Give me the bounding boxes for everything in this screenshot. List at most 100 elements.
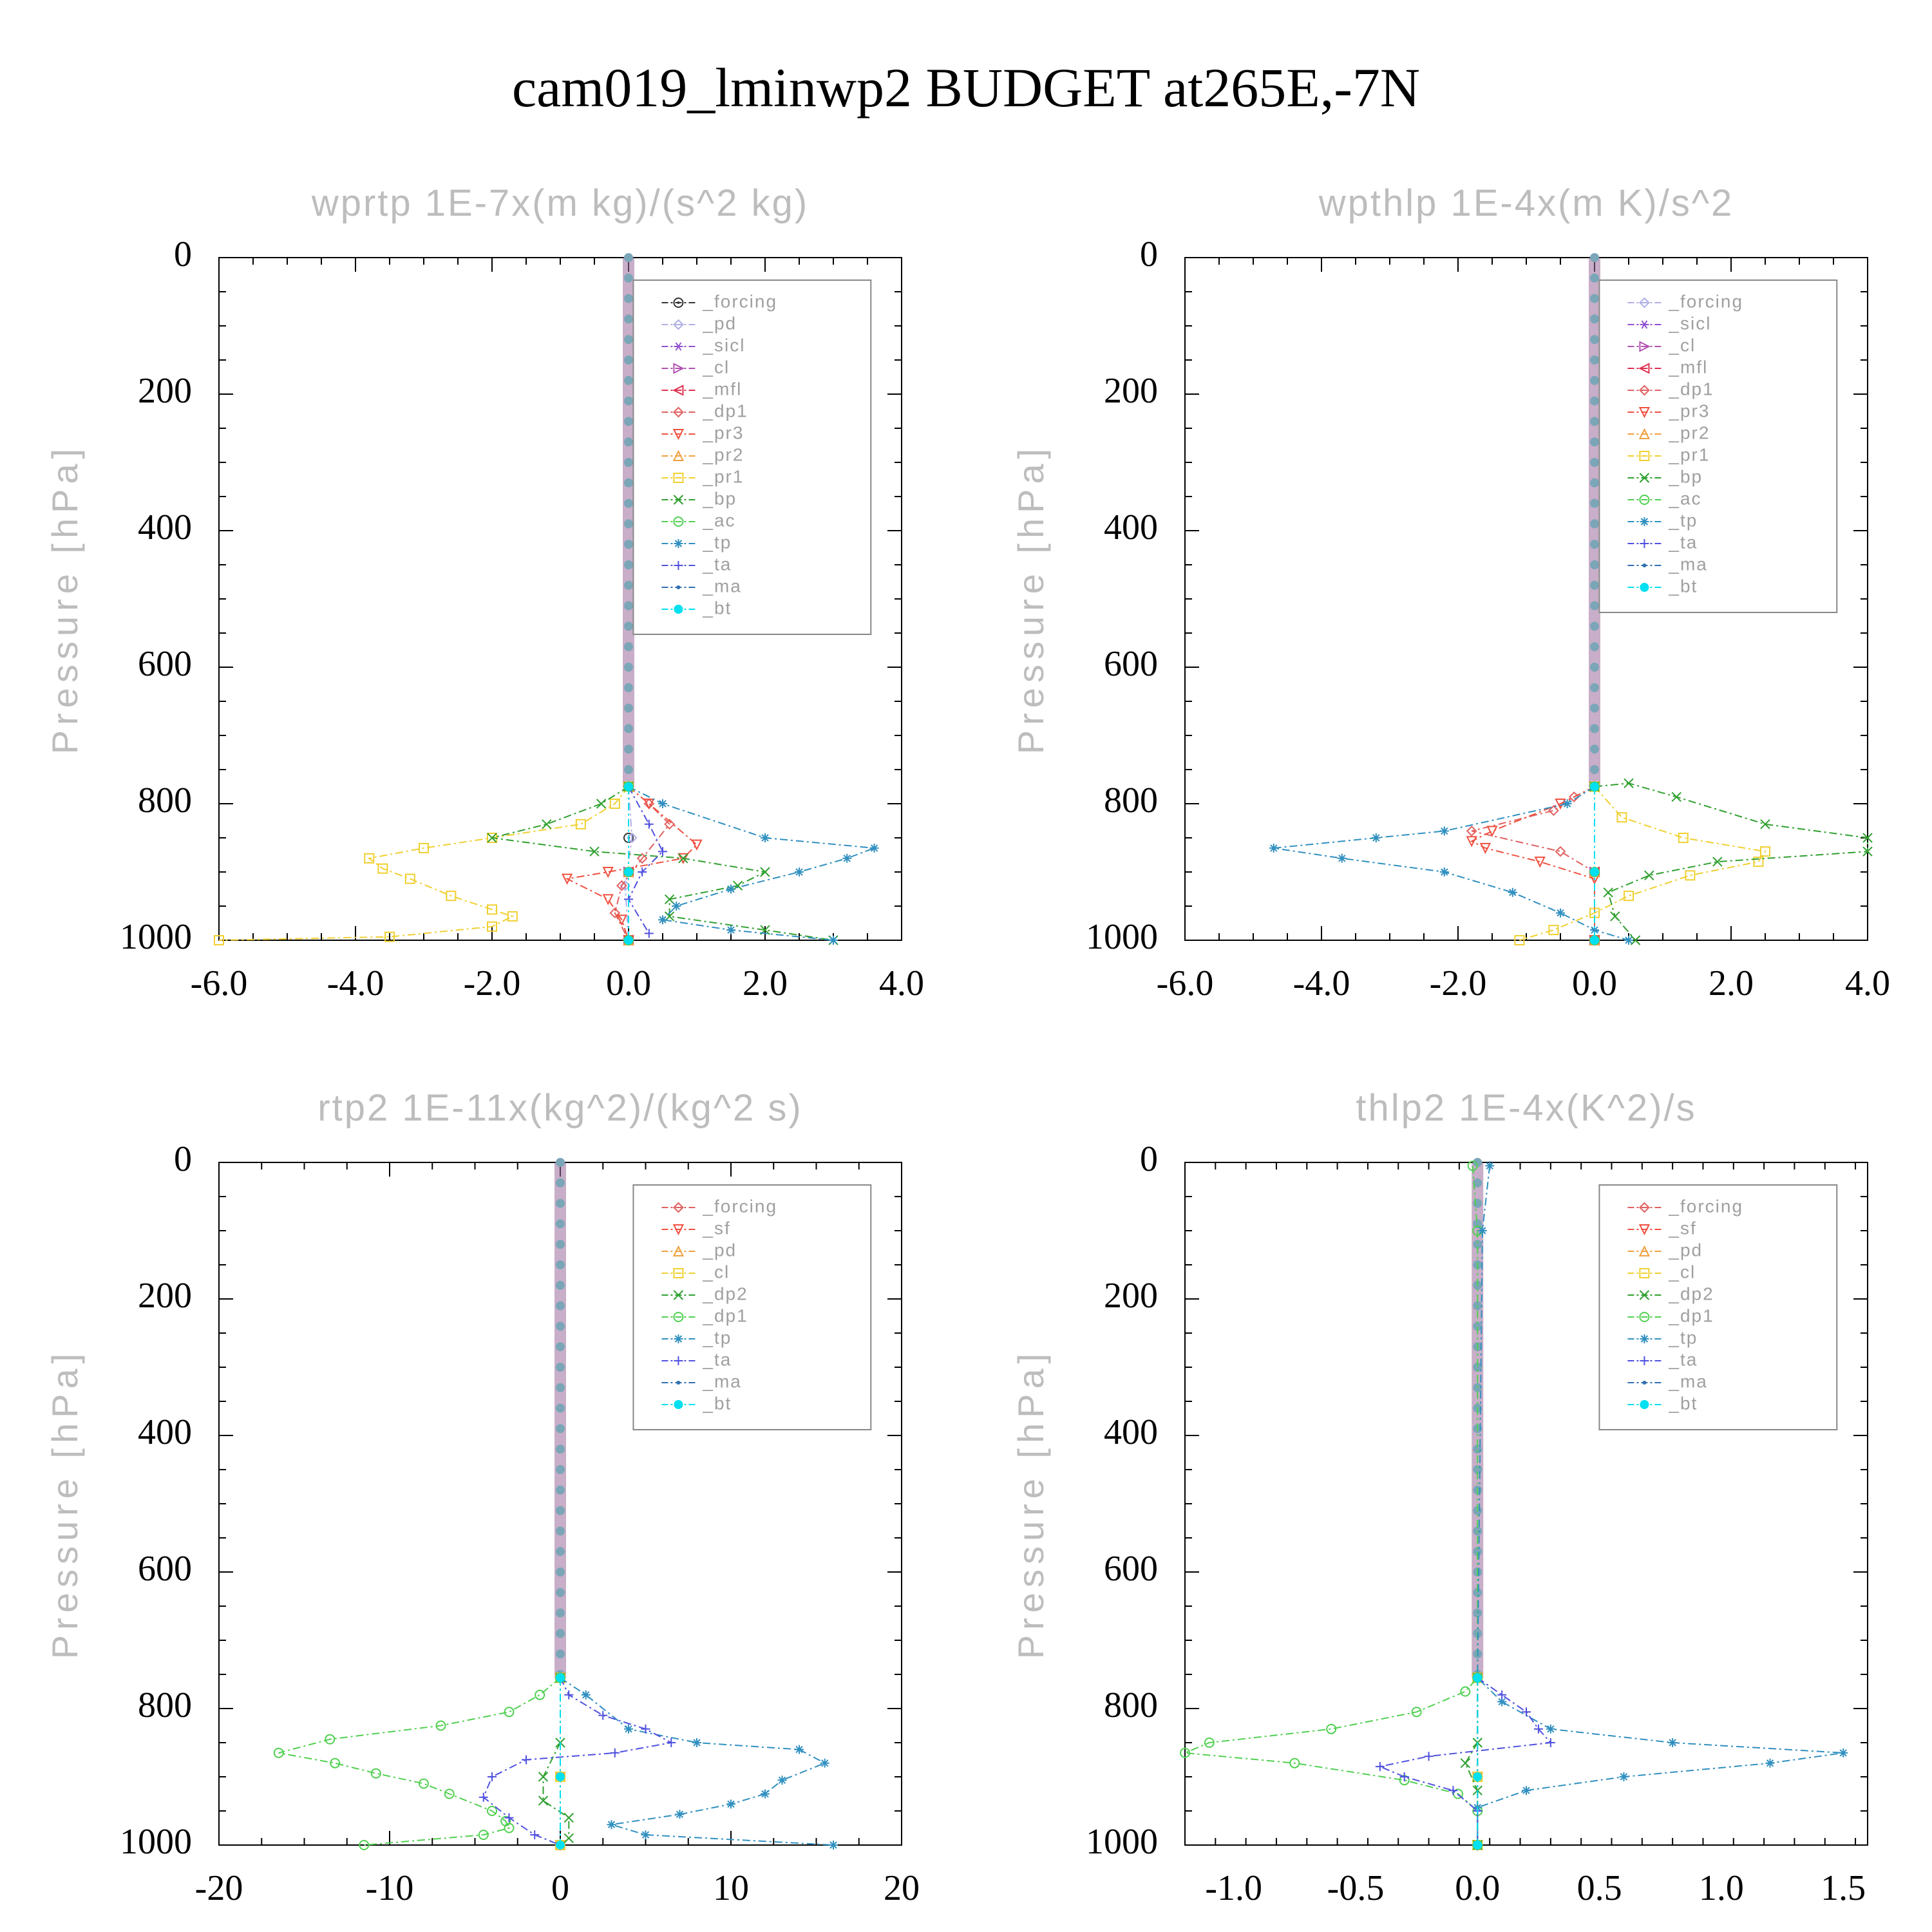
zero-column-marker [1590,703,1599,713]
series-marker [602,894,614,905]
zero-column-marker [1590,663,1599,672]
series-marker [504,1813,514,1823]
legend-marker [674,1400,683,1409]
zero-column-marker [624,663,633,672]
legend-label: _tp [1668,510,1698,530]
zero-column-marker [1473,1587,1482,1597]
y-axis-label: Pressure [hPa] [1010,1349,1051,1659]
series-marker [487,904,497,915]
legend-label: _mfl [702,379,742,399]
series-marker [214,935,224,945]
legend-box [632,1184,872,1430]
series-marker [667,1738,676,1747]
legend-marker [673,1290,684,1300]
panel-1: wprtp 1E-7x(m kg)/(s^2 kg) Pressure [hPa]… [44,182,924,1003]
y-tick-label: 600 [138,644,192,684]
x-tick-label: -4.0 [327,963,384,1003]
zero-column-marker [556,1178,565,1188]
legend-marker [674,1356,683,1365]
y-tick-label: 1000 [120,1822,192,1862]
series-marker [644,819,654,829]
legend-label: _bp [1668,466,1703,486]
legend-marker [1640,539,1649,548]
series-marker [1326,1723,1337,1734]
x-tick-label: 0.0 [1455,1868,1500,1908]
series-marker [795,867,804,876]
panel-3: rtp2 1E-11x(kg^2)/(kg^2 s) Pressure [hPa]… [44,1087,920,1908]
series-tp [624,782,879,945]
zero-column-marker [1590,540,1599,549]
legend-label: _ta [702,554,732,574]
x-tick-label: 4.0 [879,963,924,1003]
legend-label: _pd [1668,1240,1703,1260]
y-tick-label: 600 [138,1549,192,1589]
series-marker [556,1841,565,1850]
zero-column-marker [556,1383,565,1392]
zero-column-marker [1590,396,1599,406]
series-dp1 [1180,1160,1483,1850]
series-marker [1671,791,1681,802]
figure-title: cam019_lminwp2 BUDGET at265E,-7N [512,57,1420,118]
zero-column-marker [1590,519,1599,529]
zero-column-marker [1590,724,1599,734]
series-marker [1399,1772,1409,1781]
legend-marker [673,1268,684,1278]
series-marker [726,1799,735,1809]
series-marker [487,1806,497,1816]
legend-marker [674,539,683,548]
series-ta [478,1673,676,1850]
zero-column-marker [624,683,633,692]
series-marker [641,1724,650,1734]
series-marker [1624,891,1634,902]
zero-column-marker [556,1301,565,1311]
series-marker [444,1788,455,1799]
zero-column-marker [1590,417,1599,426]
series-marker [538,1772,549,1782]
series-marker [820,1758,829,1768]
zero-column-marker [624,621,633,631]
series-bp [1589,778,1873,945]
series-marker [1473,1772,1482,1781]
legend-marker [672,1245,685,1256]
series-marker [1522,1707,1531,1717]
zero-column-marker [556,1506,565,1515]
zero-column-marker [1590,253,1599,262]
zero-column-marker [556,1198,565,1208]
legend-marker [673,363,685,374]
series-marker [1555,846,1566,857]
y-tick-label: 800 [138,781,192,820]
legend-marker [676,1381,681,1385]
series-marker [1466,825,1477,837]
series-marker [478,1792,488,1802]
legend-label: _sicl [1668,313,1711,333]
legend-label: _dp1 [1668,1305,1714,1325]
zero-column-marker [1590,601,1599,611]
legend-label: _tp [1668,1327,1698,1347]
series-marker [575,819,586,829]
series-marker [1765,1758,1775,1768]
series-marker [658,847,667,857]
series-marker [643,799,655,810]
series-dp1 [273,1672,565,1850]
series-pr1 [214,781,634,945]
legend-label: _ma [702,576,741,596]
zero-column-marker [624,744,633,754]
legend-label: _pd [702,1240,737,1260]
legend-label: _ta [1668,1349,1698,1369]
legend-marker [1642,564,1647,567]
series-marker [384,931,395,942]
zero-column-marker [1590,498,1599,508]
series-pr3 [561,781,703,947]
series-line [1519,786,1766,941]
series-marker [1375,1762,1385,1772]
zero-column-marker [1590,375,1599,385]
series-marker [761,833,770,842]
legend-marker [673,473,684,483]
series-marker [675,1810,685,1819]
series-line [624,786,633,941]
zero-column-marker [1590,437,1599,447]
legend-marker [1638,363,1650,374]
zero-column-marker [556,1403,565,1413]
